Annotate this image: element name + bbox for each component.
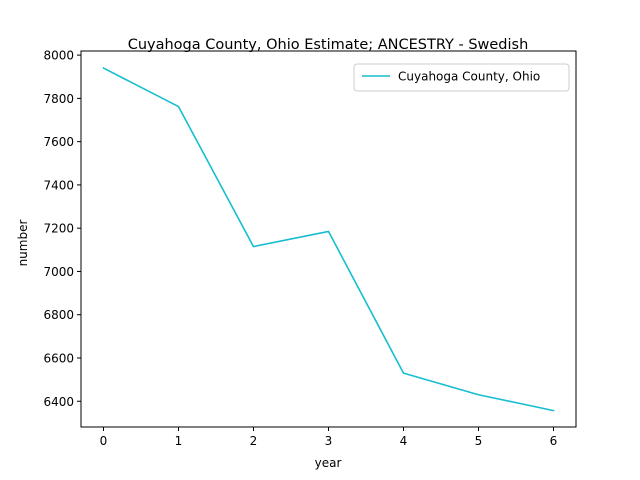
y-tick-label: 7000 — [43, 265, 74, 279]
x-axis-ticks: 0 1 2 3 4 5 6 — [100, 427, 558, 448]
legend-box — [353, 63, 570, 92]
series-layer — [102, 67, 555, 412]
x-tick-label: 1 — [175, 434, 183, 448]
y-tick-label: 6600 — [43, 351, 74, 365]
legend-label-cuyahoga: Cuyahoga County, Ohio — [398, 70, 540, 84]
x-tick-label: 2 — [250, 434, 258, 448]
y-axis-ticks: 6400 6600 6800 7000 7200 7400 7600 7800 8000 — [43, 49, 81, 409]
y-tick-label: 7600 — [43, 135, 74, 149]
y-tick-label: 7200 — [43, 222, 74, 236]
plot-frame — [80, 50, 577, 428]
x-axis-label: year — [315, 456, 342, 470]
x-tick-label: 3 — [325, 434, 333, 448]
y-tick-label: 7800 — [43, 92, 74, 106]
y-tick-label: 6400 — [43, 395, 74, 409]
series-line-0 — [102, 67, 555, 412]
x-tick-label: 4 — [400, 434, 408, 448]
x-tick-label: 5 — [475, 434, 483, 448]
y-tick-label: 8000 — [43, 49, 74, 63]
x-tick-label: 0 — [100, 434, 108, 448]
y-tick-label: 6800 — [43, 308, 74, 322]
y-axis-label: number — [16, 220, 30, 267]
legend: Cuyahoga County, Ohio — [353, 63, 570, 92]
y-tick-label: 7400 — [43, 178, 74, 192]
x-tick-label: 6 — [550, 434, 558, 448]
chart-title: Cuyahoga County, Ohio Estimate; ANCESTRY… — [128, 37, 529, 53]
